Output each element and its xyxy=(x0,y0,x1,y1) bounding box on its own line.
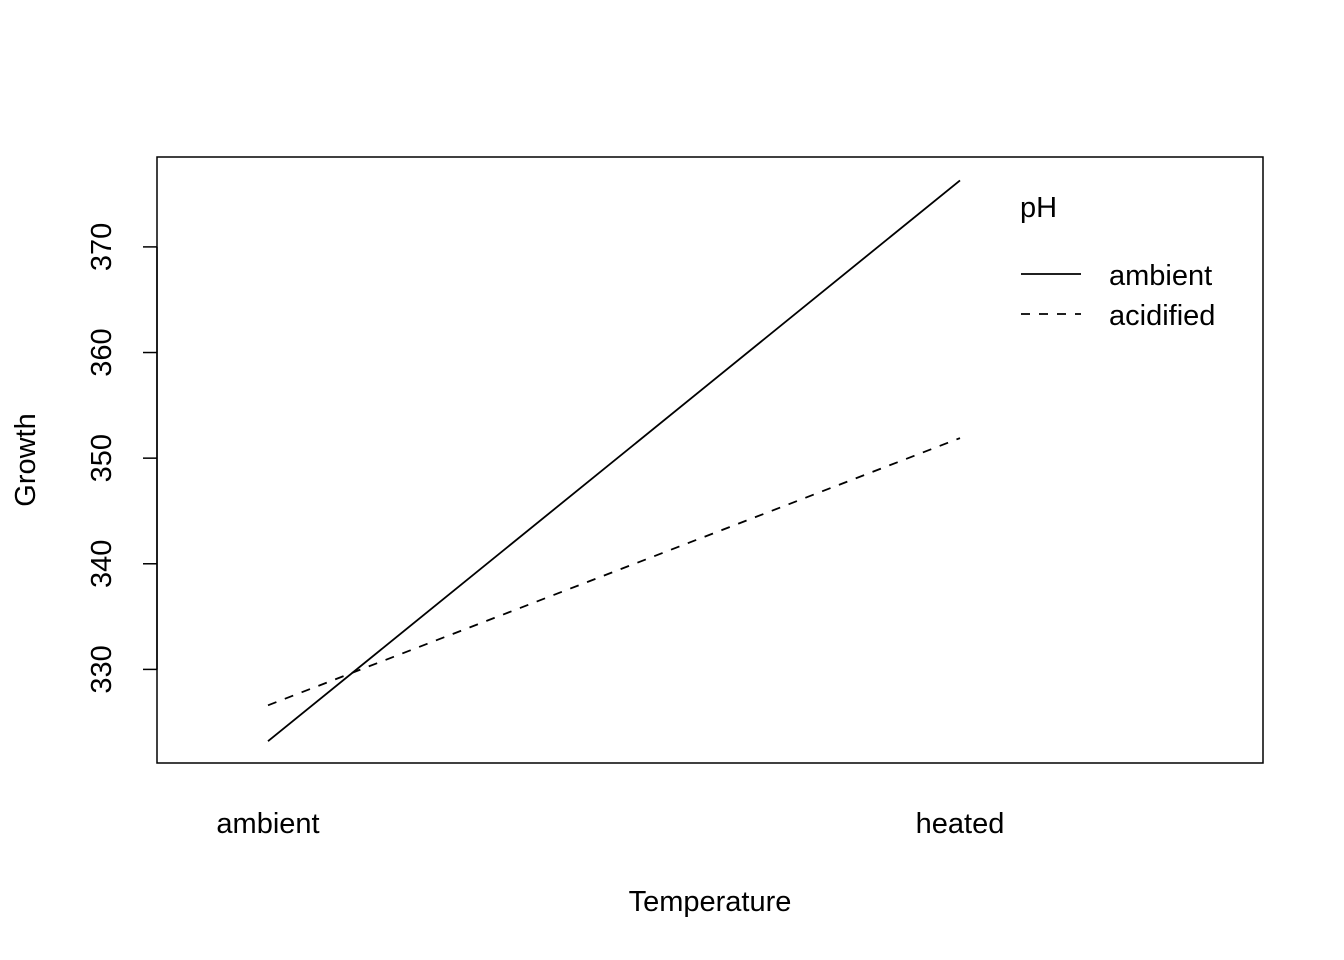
plot-frame xyxy=(156,156,1264,764)
series-line-acidified xyxy=(267,437,961,707)
y-tick-label-330: 330 xyxy=(86,645,118,693)
y-tick-label-350: 350 xyxy=(86,434,118,482)
legend-label-ambient: ambient xyxy=(1109,260,1212,292)
y-tick-label-370: 370 xyxy=(86,223,118,271)
series-line-ambient xyxy=(267,179,961,742)
y-axis: 330 340 350 360 370 xyxy=(86,223,158,694)
y-tick-label-360: 360 xyxy=(86,328,118,376)
y-axis-title: Growth xyxy=(10,413,42,506)
x-tick-label-ambient: ambient xyxy=(216,808,319,840)
x-axis-title: Temperature xyxy=(629,886,792,918)
legend-title: pH xyxy=(1020,192,1057,224)
y-tick-label-340: 340 xyxy=(86,540,118,588)
legend-label-acidified: acidified xyxy=(1109,300,1215,332)
legend: pH ambient acidified xyxy=(1020,192,1215,332)
x-axis: ambient heated xyxy=(216,808,1004,840)
series-layer xyxy=(267,179,961,742)
x-tick-label-heated: heated xyxy=(916,808,1005,840)
